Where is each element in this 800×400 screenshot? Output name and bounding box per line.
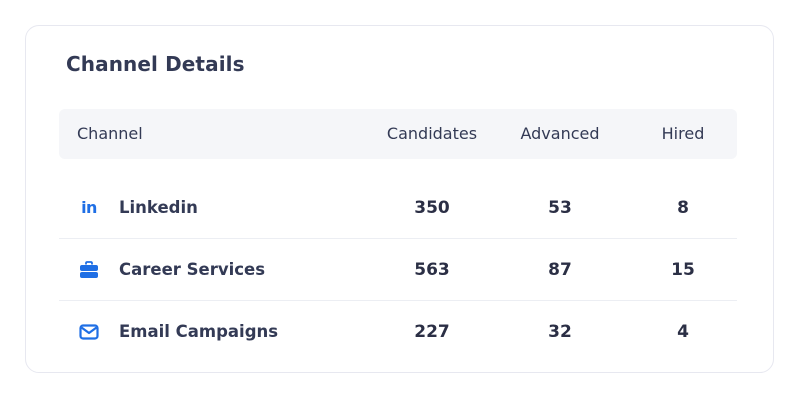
candidates-count: 227 [414, 322, 450, 342]
advanced-count: 87 [548, 260, 572, 280]
hired-count: 8 [677, 198, 689, 218]
table-header: Channel Candidates Advanced Hired [59, 109, 737, 159]
candidates-count: 563 [414, 260, 450, 280]
briefcase-icon [79, 260, 99, 280]
channel-name: Email Campaigns [119, 322, 279, 341]
row-divider [59, 238, 737, 239]
channel-name: Linkedin [119, 198, 198, 217]
column-header-channel[interactable]: Channel [77, 124, 143, 143]
envelope-icon [79, 322, 99, 342]
card-title: Channel Details [66, 52, 245, 76]
table-row[interactable]: Email Campaigns 227 32 4 [59, 301, 737, 363]
advanced-count: 32 [548, 322, 572, 342]
hired-count: 4 [677, 322, 689, 342]
table-row[interactable]: in Linkedin 350 53 8 [59, 177, 737, 239]
hired-count: 15 [671, 260, 695, 280]
column-header-advanced[interactable]: Advanced [520, 124, 600, 143]
table-row[interactable]: Career Services 563 87 15 [59, 239, 737, 301]
advanced-count: 53 [548, 198, 572, 218]
column-header-candidates[interactable]: Candidates [386, 124, 478, 143]
candidates-count: 350 [414, 198, 450, 218]
column-header-hired[interactable]: Hired [661, 124, 705, 143]
channel-name: Career Services [119, 260, 266, 279]
channel-details-card: Channel Details Channel Candidates Advan… [25, 25, 774, 373]
row-divider [59, 300, 737, 301]
linkedin-icon: in [81, 198, 97, 217]
